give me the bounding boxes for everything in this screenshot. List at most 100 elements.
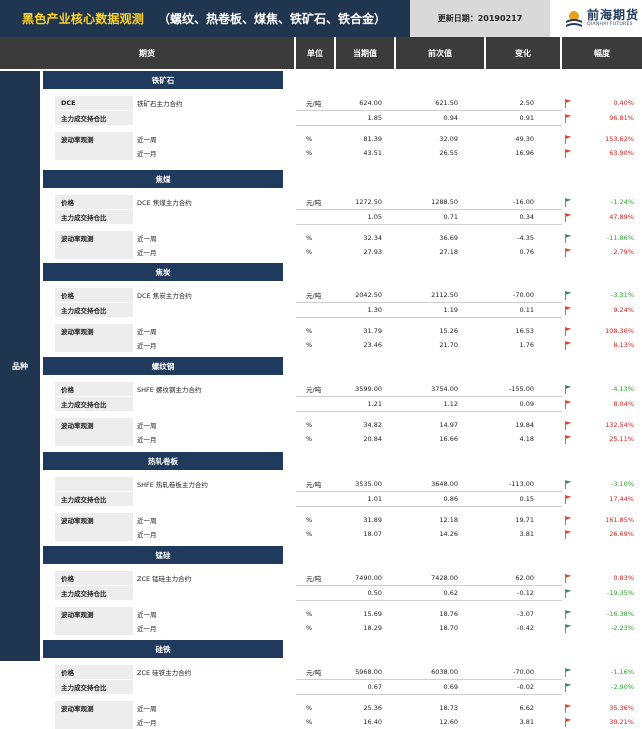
row-range: -1.16% [611,668,634,676]
logo: 前海期货 QIANHAI FUTURES [550,0,642,37]
table-row: 近一月% 18.07 14.26 3.81 26.69% [0,527,642,541]
row-contract: 近一月 [137,436,157,444]
row-change: -155.00 [508,385,534,393]
row-previous: 18.76 [439,610,458,618]
section-title: 热轧卷板 [43,452,283,470]
qianhai-logo-icon [566,10,582,27]
table-row: 主力成交持仓比 1.01 0.86 0.15 17.44% [0,492,642,506]
row-unit: % [306,149,313,157]
row-contract [133,303,296,317]
row-previous: 3648.00 [431,480,458,488]
row-unit: % [306,718,313,726]
table-row: 价格 ZCE 锰硅主力合约 元/吨 7490.00 7428.00 62.00 0.83% [0,571,642,585]
row-change: 19.71 [515,516,534,524]
row-contract: 近一月 [137,719,157,727]
logo-english-name: QIANHAI FUTURES [587,22,633,27]
red-flag-icon [562,210,574,224]
row-unit: 元/吨 [306,199,322,207]
row-current: 1.30 [367,306,382,314]
row-range: -4.13% [611,385,634,393]
row-range: 8.13% [613,341,634,349]
row-current: 2042.50 [355,291,382,299]
row-change: -0.42 [517,624,534,632]
row-previous: 0.62 [443,589,458,597]
row-label: 价格 [55,382,133,396]
row-change: -0.12 [517,589,534,597]
table-row: 近一月% 43.51 26.55 16.96 63.90% [0,146,642,160]
variety-label: 品种 [0,71,40,661]
row-previous: 26.55 [439,149,458,157]
red-flag-icon [562,397,574,411]
table-row: 主力成交持仓比 1.85 0.94 0.91 96.81% [0,111,642,125]
row-contract: 近一周 [137,422,157,430]
table-row: 主力成交持仓比 1.21 1.12 0.09 8.04% [0,397,642,411]
row-current: 23.46 [363,341,382,349]
update-date: 更新日期：20190217 [410,0,550,37]
row-change: -113.00 [508,480,534,488]
row-range: -3.31% [611,291,634,299]
row-unit [296,680,336,694]
row-current: 1272.50 [355,198,382,206]
row-contract: 近一周 [137,136,157,144]
section-title: 焦煤 [43,170,283,188]
row-contract: 近一周 [137,517,157,525]
row-current: 43.51 [363,149,382,157]
row-unit: % [306,610,313,618]
row-range: -16.38% [606,610,634,618]
table-row: 近一月% 18.29 18.70 -0.42 -2.23% [0,621,642,635]
red-flag-icon [562,492,574,506]
row-change: 1.76 [519,341,534,349]
row-label: 波动率观测 [55,231,133,245]
row-change: 0.76 [519,248,534,256]
table-row: 波动率观测 近一周% 31.89 12.18 19.71 161.85% [0,513,642,527]
row-previous: 1.19 [443,306,458,314]
table-row: 价格 DCE 焦炭主力合约 元/吨 2042.50 2112.50 -70.00 -3.31… [0,288,642,302]
row-contract: 近一月 [137,150,157,158]
row-change: 0.15 [519,495,534,503]
row-current: 27.93 [363,248,382,256]
table-row: 主力成交持仓比 1.30 1.19 0.11 9.24% [0,303,642,317]
row-range: 108.36% [605,327,634,335]
row-label: 主力成交持仓比 [55,492,133,506]
row-previous: 14.97 [439,421,458,429]
row-range: 26.69% [609,530,634,538]
row-label: 主力成交持仓比 [55,680,133,694]
table-row: 波动率观测 近一周% 81.39 32.09 49.30 153.62% [0,132,642,146]
section-title: 螺纹钢 [43,357,283,375]
row-contract: SHFE 热轧卷板主力合约 [137,481,208,489]
row-current: 624.00 [359,99,382,107]
row-previous: 6038.00 [431,668,458,676]
row-previous: 14.26 [439,530,458,538]
row-range: 25.11% [609,435,634,443]
red-flag-icon [562,245,574,259]
table-row: 近一月% 16.40 12.60 3.81 30.21% [0,715,642,729]
row-contract [133,397,296,411]
green-flag-icon [562,288,574,302]
green-flag-icon [562,382,574,396]
row-change: 16.96 [515,149,534,157]
row-label: 主力成交持仓比 [55,303,133,317]
row-change: 16.53 [515,327,534,335]
table-row: 近一月% 23.46 21.70 1.76 8.13% [0,338,642,352]
row-unit: 元/吨 [306,669,322,677]
row-label: 价格 [55,665,133,679]
table-row: 波动率观测 近一周% 32.34 36.69 -4.35 -11.86% [0,231,642,245]
section-2: 焦炭 价格 DCE 焦炭主力合约 元/吨 2042.50 2112.50 -70.00 -3.… [0,263,642,353]
row-range: 35.36% [609,704,634,712]
row-change: 6.62 [519,704,534,712]
row-label: 价格 [55,195,133,209]
row-label-blank [55,715,133,729]
section-6: 硅铁 价格 ZCE 硅铁主力合约 元/吨 5968.00 6038.00 -70.00 -1.… [0,640,642,729]
row-unit [296,111,336,125]
row-contract [133,111,296,125]
section-title: 铁矿石 [43,71,283,89]
row-change: 0.91 [519,114,534,122]
row-range: -2.90% [611,683,634,691]
row-contract: SHFE 螺纹钢主力合约 [137,386,202,394]
row-previous: 12.60 [439,718,458,726]
col-current: 当期值 [336,37,396,69]
row-range: 17.44% [609,495,634,503]
row-label: 波动率观测 [55,607,133,621]
table-row: 价格 SHFE 螺纹钢主力合约 元/吨 3599.00 3754.00 -155.00 -4… [0,382,642,396]
row-range: -1.24% [611,198,634,206]
